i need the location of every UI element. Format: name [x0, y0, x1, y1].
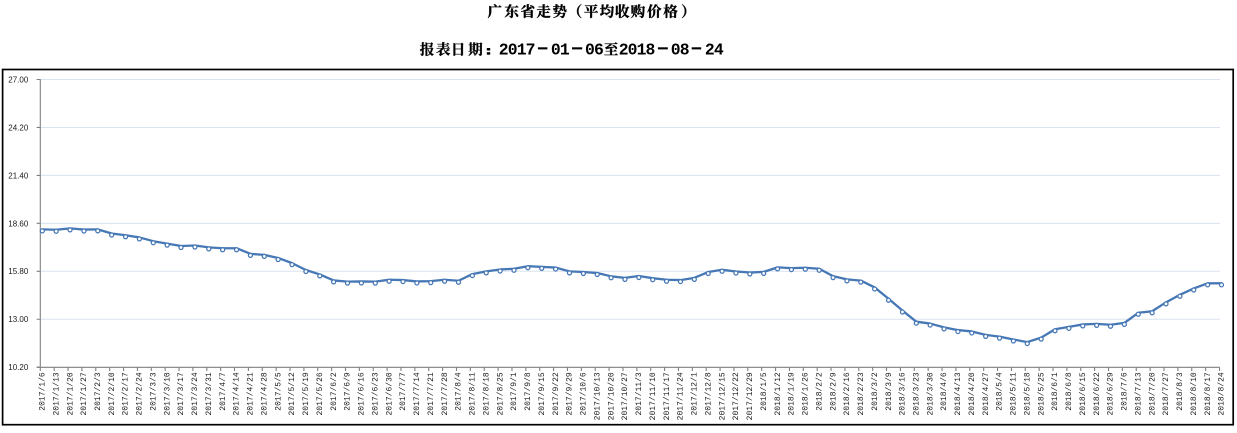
svg-text:2017/12/8: 2017/12/8	[704, 372, 713, 415]
svg-text:2018/1/19: 2018/1/19	[788, 372, 797, 415]
svg-text:2017/2/3: 2017/2/3	[94, 372, 103, 411]
svg-text:2017/12/29: 2017/12/29	[746, 372, 755, 420]
svg-text:2018/8/3: 2018/8/3	[1176, 372, 1185, 411]
svg-text:2017/11/10: 2017/11/10	[649, 372, 658, 420]
svg-text:2017/4/21: 2017/4/21	[247, 372, 256, 415]
svg-text:2017/8/11: 2017/8/11	[469, 372, 478, 415]
svg-text:2017/6/16: 2017/6/16	[358, 372, 367, 415]
svg-text:2017/11/17: 2017/11/17	[663, 372, 672, 420]
svg-text:2017/5/12: 2017/5/12	[288, 372, 297, 415]
svg-text:2018/3/16: 2018/3/16	[899, 372, 908, 415]
svg-text:10.20: 10.20	[8, 363, 29, 372]
svg-text:27.00: 27.00	[8, 75, 29, 84]
svg-text:2018/3/2: 2018/3/2	[871, 372, 880, 411]
svg-text:2018/3/30: 2018/3/30	[926, 372, 935, 415]
svg-text:2017/7/21: 2017/7/21	[427, 372, 436, 415]
svg-text:2017/9/8: 2017/9/8	[524, 372, 533, 411]
svg-text:2018/5/4: 2018/5/4	[996, 372, 1005, 411]
svg-text:2017/6/2: 2017/6/2	[330, 372, 339, 411]
svg-text:2017/6/30: 2017/6/30	[385, 372, 394, 415]
svg-text:2017/2/10: 2017/2/10	[108, 372, 117, 415]
svg-text:2018/4/27: 2018/4/27	[982, 372, 991, 415]
svg-text:2017/2/24: 2017/2/24	[136, 372, 145, 415]
svg-text:2017/8/4: 2017/8/4	[455, 372, 464, 411]
svg-text:2018/8/10: 2018/8/10	[1190, 372, 1199, 415]
svg-text:2017/9/1: 2017/9/1	[510, 372, 519, 411]
svg-text:2018/2/16: 2018/2/16	[843, 372, 852, 415]
svg-text:2017/10/6: 2017/10/6	[580, 372, 589, 415]
svg-text:2018/6/15: 2018/6/15	[1079, 372, 1088, 415]
svg-text:2017/10/20: 2017/10/20	[607, 372, 616, 420]
svg-text:2017/7/14: 2017/7/14	[413, 372, 422, 415]
svg-text:2018/1/26: 2018/1/26	[802, 372, 811, 415]
svg-text:2018/7/27: 2018/7/27	[1162, 372, 1171, 415]
svg-text:2017/10/27: 2017/10/27	[621, 372, 630, 420]
svg-text:2018/8/24: 2018/8/24	[1218, 372, 1227, 415]
svg-text:2017/8/18: 2017/8/18	[482, 372, 491, 415]
svg-text:2017/3/24: 2017/3/24	[191, 372, 200, 415]
svg-text:2018/6/29: 2018/6/29	[1107, 372, 1116, 415]
svg-text:2017/4/14: 2017/4/14	[233, 372, 242, 415]
svg-text:2017/6/9: 2017/6/9	[344, 372, 353, 411]
svg-text:2017/7/28: 2017/7/28	[441, 372, 450, 415]
svg-text:15.80: 15.80	[8, 267, 29, 276]
svg-text:2017/1/13: 2017/1/13	[52, 372, 61, 415]
svg-text:2017/11/3: 2017/11/3	[635, 372, 644, 415]
svg-text:2017/9/22: 2017/9/22	[552, 372, 561, 415]
svg-text:2017/5/26: 2017/5/26	[316, 372, 325, 415]
svg-text:2018/4/6: 2018/4/6	[940, 372, 949, 411]
svg-text:2017/11/24: 2017/11/24	[677, 372, 686, 420]
svg-text:2018/5/11: 2018/5/11	[1010, 372, 1019, 415]
svg-text:2018/7/20: 2018/7/20	[1148, 372, 1157, 415]
svg-text:2018/1/5: 2018/1/5	[760, 372, 769, 411]
svg-text:2017/12/1: 2017/12/1	[691, 372, 700, 415]
svg-text:2017/8/25: 2017/8/25	[496, 372, 505, 415]
svg-text:2017/3/10: 2017/3/10	[163, 372, 172, 415]
svg-text:2018/2/9: 2018/2/9	[829, 372, 838, 411]
svg-text:2018/3/23: 2018/3/23	[913, 372, 922, 415]
svg-text:2017/5/19: 2017/5/19	[302, 372, 311, 415]
svg-text:2018/2/2: 2018/2/2	[815, 372, 824, 411]
svg-text:2018/1/12: 2018/1/12	[774, 372, 783, 415]
svg-text:2017/5/5: 2017/5/5	[274, 372, 283, 411]
svg-text:2018/4/20: 2018/4/20	[968, 372, 977, 415]
svg-text:2017/6/23: 2017/6/23	[371, 372, 380, 415]
svg-text:2018/4/13: 2018/4/13	[954, 372, 963, 415]
svg-text:2017/2/17: 2017/2/17	[122, 372, 131, 415]
svg-text:2017/3/31: 2017/3/31	[205, 372, 214, 415]
svg-text:2018/3/9: 2018/3/9	[885, 372, 894, 411]
svg-text:2018/2/23: 2018/2/23	[857, 372, 866, 415]
svg-text:2018/6/8: 2018/6/8	[1065, 372, 1074, 411]
svg-text:2018/5/25: 2018/5/25	[1037, 372, 1046, 415]
svg-text:2017/12/22: 2017/12/22	[732, 372, 741, 420]
svg-text:13.00: 13.00	[8, 315, 29, 324]
svg-text:21.40: 21.40	[8, 171, 29, 180]
svg-text:2017/9/29: 2017/9/29	[566, 372, 575, 415]
svg-text:2018/6/22: 2018/6/22	[1093, 372, 1102, 415]
svg-text:2017/3/3: 2017/3/3	[149, 372, 158, 411]
svg-text:2018/5/18: 2018/5/18	[1023, 372, 1032, 415]
svg-text:18.60: 18.60	[8, 219, 29, 228]
svg-text:2018/7/13: 2018/7/13	[1134, 372, 1143, 415]
svg-text:2018/8/17: 2018/8/17	[1204, 372, 1213, 415]
svg-text:2017/10/13: 2017/10/13	[593, 372, 602, 420]
svg-text:2018/7/6: 2018/7/6	[1121, 372, 1130, 411]
svg-text:2017/1/20: 2017/1/20	[66, 372, 75, 415]
svg-text:2017/12/15: 2017/12/15	[718, 372, 727, 420]
svg-text:2017/4/28: 2017/4/28	[260, 372, 269, 415]
svg-text:2017/3/17: 2017/3/17	[177, 372, 186, 415]
svg-text:2017/9/15: 2017/9/15	[538, 372, 547, 415]
svg-text:2017/4/7: 2017/4/7	[219, 372, 228, 411]
svg-text:2017/7/7: 2017/7/7	[399, 372, 408, 411]
svg-text:24.20: 24.20	[8, 123, 29, 132]
svg-text:2017/1/27: 2017/1/27	[80, 372, 89, 415]
svg-text:2017/1/6: 2017/1/6	[39, 372, 48, 411]
svg-text:2018/6/1: 2018/6/1	[1051, 372, 1060, 411]
